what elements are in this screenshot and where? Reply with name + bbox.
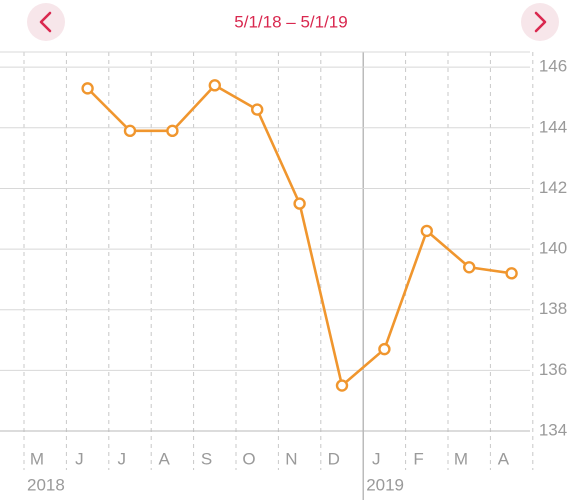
prev-button[interactable]	[27, 3, 65, 41]
y-tick-label: 136	[539, 360, 567, 379]
next-button-bg[interactable]	[521, 3, 559, 41]
point	[335, 379, 349, 392]
point	[208, 79, 222, 92]
point	[166, 124, 179, 138]
point	[420, 224, 433, 238]
point	[293, 197, 306, 210]
y-tick-label: 146	[539, 57, 567, 76]
x-tick-label: O	[242, 449, 255, 468]
y-tick-label: 140	[539, 239, 567, 258]
x-tick-label: M	[30, 449, 44, 468]
x-tick-label: F	[413, 449, 423, 468]
x-tick-label: M	[454, 449, 468, 468]
prev-icon[interactable]	[39, 11, 52, 33]
next-button[interactable]	[521, 3, 559, 41]
x-tick-label: J	[118, 449, 127, 468]
x-tick-label: J	[372, 449, 381, 468]
date-range-title: 5/1/18 – 5/1/19	[234, 12, 347, 31]
y-tick-label: 144	[539, 117, 567, 136]
plot: 134 136 138 140 142 144 146 M J J A S O N D J F M A 2018 201…	[0, 51, 567, 500]
point	[123, 124, 137, 138]
x-tick-label: S	[201, 449, 212, 468]
year-label: 2018	[27, 475, 65, 494]
point	[463, 261, 476, 274]
x-tick-label: A	[498, 449, 510, 468]
y-tick-label: 138	[539, 299, 567, 318]
point	[251, 103, 264, 116]
x-tick-label: D	[328, 449, 340, 468]
x-tick-label: N	[285, 449, 297, 468]
x-tick-label: J	[75, 449, 84, 468]
x-tick-label: A	[159, 449, 171, 468]
next-icon[interactable]	[534, 11, 547, 33]
year-label: 2019	[366, 475, 404, 494]
point	[81, 82, 94, 95]
point	[505, 267, 518, 280]
prev-button-bg[interactable]	[27, 3, 65, 41]
y-tick-label: 142	[539, 178, 567, 197]
y-tick-label: 134	[539, 420, 567, 439]
point	[378, 342, 391, 356]
